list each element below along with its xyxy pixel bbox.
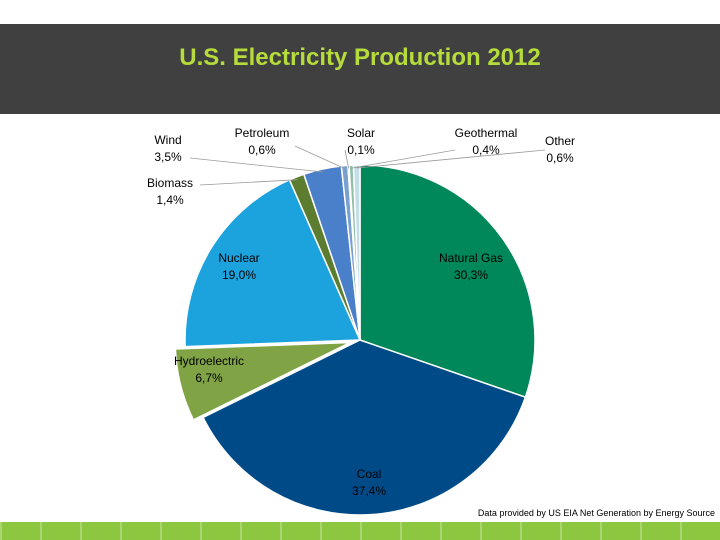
leader-line xyxy=(189,157,324,173)
pie-slice-hydroelectric xyxy=(174,341,351,421)
data-label-petroleum: Petroleum 0,6% xyxy=(235,126,290,157)
pie-slice-other xyxy=(352,164,361,341)
leader-line xyxy=(356,149,546,169)
data-label-biomass: Biomass 1,4% xyxy=(147,176,193,207)
data-label-wind: Wind 3,5% xyxy=(154,133,182,164)
title-band xyxy=(0,24,720,114)
bottom-accent-bar xyxy=(0,522,720,540)
data-label-nuclear: Nuclear 19,0% xyxy=(218,251,259,282)
data-label-hydroelectric: Hydroelectric 6,7% xyxy=(174,354,244,385)
leader-line xyxy=(351,149,456,169)
leader-line xyxy=(199,179,298,186)
data-label-solar: Solar 0,1% xyxy=(347,126,375,157)
data-label-natural-gas: Natural Gas 30,3% xyxy=(439,251,503,282)
leader-line xyxy=(294,145,346,170)
data-label-coal: Coal 37,4% xyxy=(352,467,386,498)
data-label-other: Other 0,6% xyxy=(545,134,575,165)
pie-slice-natural-gas xyxy=(359,164,536,399)
source-note: Data provided by US EIA Net Generation b… xyxy=(477,508,715,518)
pie-slice-coal xyxy=(202,339,527,516)
pie-slice-nuclear xyxy=(184,178,362,348)
leader-line xyxy=(344,149,350,169)
data-label-geothermal: Geothermal 0,4% xyxy=(455,126,518,157)
chart-title: U.S. Electricity Production 2012 xyxy=(179,44,541,71)
